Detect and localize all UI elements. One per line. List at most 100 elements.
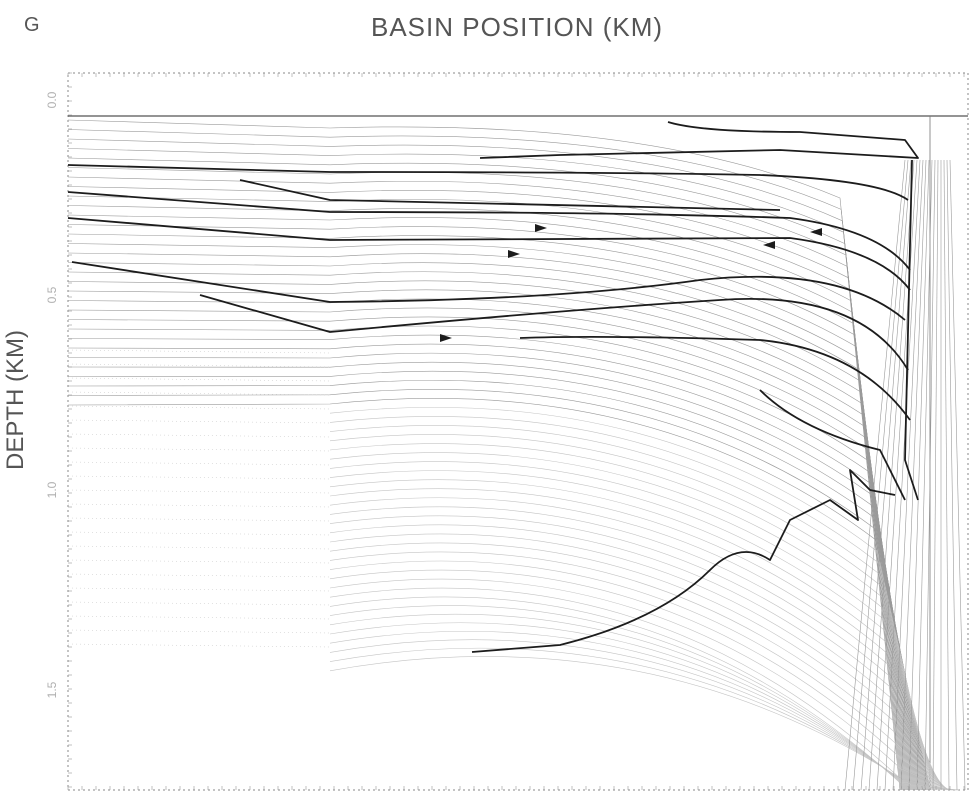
horizon-line xyxy=(67,334,924,791)
bold-flow-line xyxy=(239,179,781,211)
margin-fan-line xyxy=(932,159,939,791)
margin-fan-line xyxy=(924,159,936,791)
horizon-line xyxy=(329,515,944,791)
horizon-line xyxy=(329,647,959,791)
horizon-line xyxy=(67,280,918,791)
bold-flow-line xyxy=(904,159,919,501)
faint-horizon-line xyxy=(67,349,331,354)
horizon-line xyxy=(329,596,953,791)
horizon-line xyxy=(329,542,947,791)
horizon-line xyxy=(67,157,905,791)
bold-flow-line xyxy=(67,191,911,271)
horizon-line xyxy=(329,434,935,791)
horizon-line xyxy=(67,298,920,791)
bold-flow-line xyxy=(759,389,906,501)
horizon-line xyxy=(329,524,945,791)
margin-fan-line xyxy=(844,159,906,791)
horizon-line xyxy=(67,138,903,791)
flow-arrow xyxy=(508,250,520,258)
bold-flow-line xyxy=(471,469,896,653)
faint-horizon-line xyxy=(67,643,331,648)
thin-horizon-lines xyxy=(67,119,966,791)
bold-flow-line xyxy=(199,294,909,371)
horizon-line xyxy=(329,560,949,791)
flow-arrow xyxy=(535,224,547,232)
faint-horizon-line xyxy=(67,447,331,452)
horizon-line xyxy=(329,639,958,791)
horizon-line xyxy=(67,361,927,791)
horizon-line xyxy=(67,271,917,791)
horizon-line xyxy=(67,352,926,791)
faint-horizon-line xyxy=(67,461,331,466)
flow-arrow xyxy=(810,228,822,236)
margin-fan-line xyxy=(943,159,950,791)
margin-fan-line xyxy=(949,159,966,791)
faint-horizon-line xyxy=(67,433,331,438)
flow-arrow xyxy=(763,241,775,249)
horizon-line xyxy=(329,622,956,791)
faint-horizon-line xyxy=(67,615,331,620)
horizon-line xyxy=(329,587,952,791)
horizon-line xyxy=(67,389,930,791)
faint-horizon-line xyxy=(67,391,331,396)
horizon-line xyxy=(329,461,938,791)
margin-fan-line xyxy=(916,159,933,791)
horizon-line xyxy=(329,613,955,791)
margin-fan-line xyxy=(860,159,912,791)
margin-fan-line xyxy=(884,159,921,791)
horizon-line xyxy=(329,497,942,791)
horizon-line xyxy=(329,425,934,791)
horizon-line xyxy=(67,224,912,791)
plot-border xyxy=(67,72,969,791)
y-tick-label: 1.0 xyxy=(45,481,59,498)
horizon-line xyxy=(329,630,957,791)
horizon-line xyxy=(329,443,936,791)
horizon-line xyxy=(67,316,922,791)
margin-fan-line xyxy=(900,159,927,791)
bold-flow-line xyxy=(67,164,909,201)
horizon-line xyxy=(329,416,933,791)
horizon-line xyxy=(67,262,916,791)
horizon-line xyxy=(329,605,954,791)
horizon-line xyxy=(329,656,960,791)
margin-fan-line xyxy=(852,159,909,791)
panel-letter: G xyxy=(24,14,40,36)
horizon-line xyxy=(67,233,913,791)
axis-ticks: 0.0 0.5 1.0 1.5 xyxy=(45,72,965,790)
faint-horizon-line xyxy=(67,377,331,382)
horizon-line xyxy=(329,533,946,791)
y-tick-label: 1.5 xyxy=(45,681,59,698)
faint-horizon-line xyxy=(67,517,331,522)
margin-fan-line xyxy=(946,159,958,791)
margin-fan-line xyxy=(908,159,930,791)
horizon-line xyxy=(329,569,950,791)
faint-horizon-line xyxy=(67,573,331,578)
horizon-line xyxy=(67,289,919,791)
horizon-line xyxy=(67,252,915,791)
faint-horizon-line xyxy=(67,475,331,480)
faint-horizon-line xyxy=(67,363,331,368)
horizon-line xyxy=(329,488,941,791)
bold-flow-line xyxy=(479,121,919,159)
bold-flow-line xyxy=(71,261,906,321)
horizon-line xyxy=(329,506,943,791)
faint-horizon-line xyxy=(67,419,331,424)
horizon-line xyxy=(329,479,940,791)
faint-horizon-line xyxy=(67,405,331,410)
y-tick-label: 0.5 xyxy=(45,286,59,303)
horizon-line xyxy=(67,379,929,791)
bold-flow-lines xyxy=(67,121,919,653)
faint-horizon-line xyxy=(67,489,331,494)
bold-flow-line xyxy=(67,217,911,291)
faint-horizon-line xyxy=(67,503,331,508)
horizon-line xyxy=(67,307,921,791)
horizon-line xyxy=(329,470,939,791)
horizon-line xyxy=(67,129,902,791)
horizon-line xyxy=(329,407,932,791)
margin-fan-line xyxy=(892,159,924,791)
faint-horizon-line xyxy=(67,629,331,634)
horizon-line xyxy=(67,343,925,791)
horizon-line xyxy=(329,551,948,791)
faint-horizon-line xyxy=(67,531,331,536)
chart-title: BASIN POSITION (KM) xyxy=(370,12,664,42)
